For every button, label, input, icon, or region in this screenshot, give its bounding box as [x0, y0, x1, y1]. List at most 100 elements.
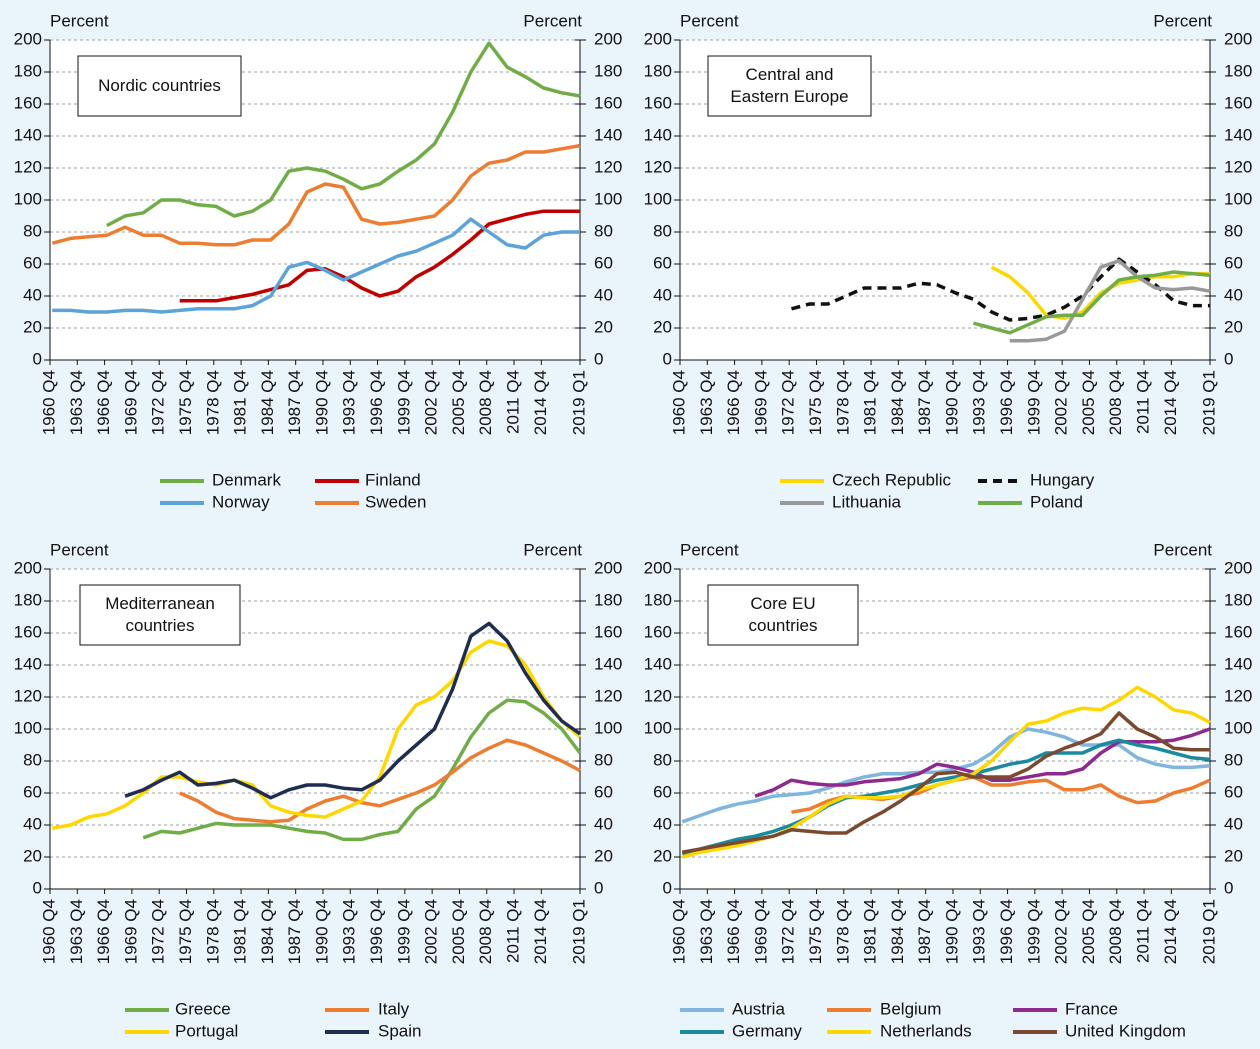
y2-tick-label: 0: [1224, 349, 1233, 368]
y-tick-label: 180: [14, 61, 42, 80]
x-tick-label: 2011 Q4: [504, 899, 523, 963]
title-box-text: Mediterranean countries: [105, 594, 215, 635]
x-tick-label: 2008 Q4: [476, 370, 495, 435]
series-line: [51, 639, 582, 830]
legend-label: Austria: [732, 999, 785, 1018]
y-axis-label: Percent: [50, 540, 109, 559]
x-tick-label: 2014 Q4: [531, 370, 550, 435]
y2-tick-label: 140: [594, 125, 622, 144]
series-line: [178, 738, 581, 824]
y2-tick-label: 40: [1224, 814, 1243, 833]
y-tick-label: 20: [653, 317, 672, 336]
x-tick-label: 1987 Q4: [285, 899, 304, 964]
y-tick-label: 40: [653, 285, 672, 304]
panel: 0 20 40 60 80 100 120 140 160 180 200 0 20 40 60 80 100 1…: [644, 540, 1253, 1040]
x-tick-label: 1999 Q4: [1024, 899, 1043, 964]
x-tick-label: 2005 Q4: [1079, 370, 1098, 435]
y-tick-label: 60: [653, 782, 672, 801]
y2-tick-label: 60: [594, 253, 613, 272]
y-tick-label: 40: [23, 814, 42, 833]
title-box: [77, 55, 242, 117]
y-tick-label: 100: [14, 189, 42, 208]
y2-tick-label: 100: [1224, 718, 1252, 737]
y-axis-label: Percent: [50, 11, 109, 30]
x-tick-label: 2008 Q4: [476, 899, 495, 964]
y2-tick-label: 80: [1224, 221, 1243, 240]
x-tick-label: 2008 Q4: [1106, 370, 1125, 435]
y-tick-label: 60: [23, 782, 42, 801]
y-tick-label: 200: [644, 558, 672, 577]
x-tick-label: 1987 Q4: [915, 370, 934, 435]
x-tick-label: 1981 Q4: [231, 899, 250, 964]
x-tick-label: 1993 Q4: [970, 370, 989, 435]
x-tick-label: 1996 Q4: [367, 370, 386, 435]
y2-tick-label: 180: [1224, 61, 1252, 80]
x-tick-label: 1969 Q4: [751, 370, 770, 435]
title-box-text: Core EU countries: [749, 594, 818, 635]
x-tick-label: 1984 Q4: [258, 370, 277, 435]
y-tick-label: 140: [644, 125, 672, 144]
series-line: [681, 727, 1211, 824]
y-tick-label: 200: [14, 558, 42, 577]
x-tick-label: 1969 Q4: [121, 899, 140, 964]
y-tick-label: 180: [14, 590, 42, 609]
x-tick-label: 2014 Q4: [1161, 370, 1180, 435]
x-tick-label: 1987 Q4: [915, 899, 934, 964]
title-box-text: Nordic countries: [98, 76, 221, 95]
y2-tick-label: 120: [594, 157, 622, 176]
x-tick-label: 1996 Q4: [367, 899, 386, 964]
series-line: [990, 265, 1210, 321]
legend-label: Lithuania: [832, 492, 902, 511]
y-tick-label: 120: [14, 157, 42, 176]
y2-tick-label: 140: [1224, 654, 1252, 673]
y2-tick-label: 120: [1224, 686, 1252, 705]
y-tick-label: 80: [653, 750, 672, 769]
x-tick-label: 2011 Q4: [504, 370, 523, 434]
legend-label: Netherlands: [880, 1021, 972, 1040]
y2-axis-label: Percent: [523, 11, 582, 30]
x-tick-label: 1993 Q4: [970, 899, 989, 964]
y2-tick-label: 60: [1224, 782, 1243, 801]
y2-tick-label: 140: [1224, 125, 1252, 144]
y2-tick-label: 0: [1224, 878, 1233, 897]
y2-tick-label: 160: [1224, 93, 1252, 112]
y2-tick-label: 20: [1224, 317, 1243, 336]
y2-tick-label: 60: [1224, 253, 1243, 272]
series-line: [142, 698, 582, 842]
x-tick-label: 1981 Q4: [861, 370, 880, 435]
y-tick-label: 160: [644, 93, 672, 112]
y2-axis-label: Percent: [1153, 540, 1212, 559]
title-box-text: Central and Eastern Europe: [730, 65, 849, 106]
y2-tick-label: 100: [594, 718, 622, 737]
legend-label: Spain: [378, 1021, 421, 1040]
x-tick-label: 1987 Q4: [285, 370, 304, 435]
legend-label: Italy: [378, 999, 410, 1018]
x-tick-label: 1960 Q4: [39, 899, 58, 964]
legend-label: Czech Republic: [832, 470, 952, 489]
y2-tick-label: 180: [1224, 590, 1252, 609]
y-tick-label: 80: [23, 750, 42, 769]
x-tick-label: 1963 Q4: [697, 899, 716, 964]
y-tick-label: 20: [23, 317, 42, 336]
y2-tick-label: 20: [1224, 846, 1243, 865]
series-line: [681, 738, 1211, 856]
y2-tick-label: 100: [594, 189, 622, 208]
y-tick-label: 100: [14, 718, 42, 737]
chart-title: Central and Eastern Europe: [730, 65, 849, 106]
x-tick-label: 1975 Q4: [806, 370, 825, 435]
y-tick-label: 20: [23, 846, 42, 865]
y2-tick-label: 0: [594, 349, 603, 368]
x-tick-label: 2011 Q4: [1134, 370, 1153, 434]
y2-tick-label: 200: [1224, 29, 1252, 48]
panel: 0 20 40 60 80 100 120 140 160 180 200 0 20 40 60 80 100 1…: [644, 11, 1253, 511]
y2-tick-label: 60: [594, 782, 613, 801]
legend-label: Hungary: [1030, 470, 1095, 489]
y-tick-label: 40: [23, 285, 42, 304]
y-tick-label: 0: [33, 878, 42, 897]
y-tick-label: 60: [653, 253, 672, 272]
y-tick-label: 120: [644, 157, 672, 176]
x-tick-label: 1996 Q4: [997, 899, 1016, 964]
legend-label: Greece: [175, 999, 231, 1018]
y-tick-label: 140: [644, 654, 672, 673]
legend-label: Sweden: [365, 492, 426, 511]
